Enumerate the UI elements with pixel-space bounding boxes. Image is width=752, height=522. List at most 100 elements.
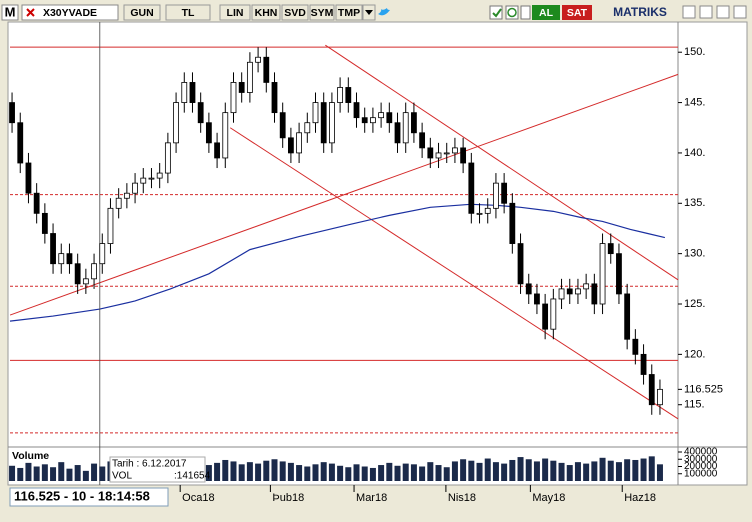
volume-bar — [246, 462, 253, 481]
volume-bar — [427, 462, 434, 481]
candle-body — [443, 152, 450, 155]
icon-button[interactable] — [489, 5, 503, 20]
quote: 116.525 - 10 - 18:14:58 — [14, 488, 150, 503]
candle-body — [624, 293, 631, 340]
volume-bar — [550, 460, 557, 481]
candle-body — [345, 87, 352, 103]
volume-bar — [345, 467, 352, 481]
volume-bar — [525, 459, 532, 481]
button[interactable] — [165, 4, 211, 21]
volume-bar — [632, 459, 639, 481]
window-button[interactable] — [699, 5, 713, 19]
volume-bar — [542, 458, 549, 481]
twitter-icon[interactable] — [378, 8, 390, 16]
candle-body — [435, 152, 442, 159]
buy-label: AL — [539, 7, 554, 19]
volume-bar — [484, 458, 491, 481]
button[interactable] — [123, 4, 161, 21]
volume-bar — [361, 466, 368, 481]
candle-body — [591, 283, 598, 305]
candle-body — [648, 374, 655, 406]
volume-bar — [583, 463, 590, 481]
candle-body — [517, 243, 524, 285]
trend-line — [229, 127, 679, 420]
candle-body — [599, 243, 606, 305]
candle-body — [353, 102, 360, 119]
candle-body — [370, 117, 376, 124]
button[interactable] — [309, 4, 335, 21]
volume-bar — [378, 465, 385, 481]
button-label: KHN — [255, 7, 278, 19]
volume-bar — [402, 463, 409, 481]
dropdown-arrow — [365, 10, 373, 15]
button-label: SVD — [284, 7, 306, 19]
logo: M — [5, 4, 16, 19]
sell-button[interactable] — [562, 5, 592, 20]
volume-bar — [574, 462, 581, 481]
window-button[interactable] — [716, 5, 730, 19]
volume-bar — [468, 460, 475, 481]
x-tick-label: Þub18 — [272, 492, 304, 504]
window-button[interactable] — [733, 5, 747, 19]
candle-body — [246, 61, 253, 93]
candle-body — [542, 303, 549, 330]
y-tick-label: 115. — [684, 399, 705, 411]
candle-body — [583, 283, 590, 290]
x-tick-label: May18 — [532, 492, 565, 504]
candle-body — [25, 162, 32, 194]
y-tick-label: 145. — [684, 96, 705, 108]
logo-box[interactable] — [1, 4, 19, 21]
candle-body — [411, 112, 417, 134]
volume-tick-label: 200000 — [684, 461, 718, 472]
volume-bar — [533, 461, 540, 481]
candle-body — [164, 142, 171, 174]
volume-bar — [386, 462, 393, 481]
candle-body — [525, 283, 532, 295]
volume-bar — [517, 457, 524, 481]
volume-bar — [271, 459, 278, 481]
candle-body — [50, 233, 56, 265]
volume-bar — [263, 460, 270, 481]
volume-bar — [312, 464, 319, 481]
volume-bar — [648, 456, 655, 481]
y-tick-label: 120. — [684, 348, 705, 360]
volume-bar — [279, 461, 286, 481]
candle-body — [296, 132, 302, 154]
volume-bar — [476, 462, 483, 481]
candle-body — [640, 353, 647, 375]
volume-bar — [410, 464, 417, 481]
candle-body — [255, 56, 261, 63]
button[interactable] — [281, 4, 309, 21]
volume-bar — [238, 464, 245, 481]
sell-label: SAT — [567, 7, 588, 19]
x-tick-label: Nis18 — [448, 492, 476, 504]
x-tick-label: Oca18 — [182, 492, 214, 504]
candle-body — [17, 122, 24, 164]
candle-body — [205, 122, 212, 144]
button[interactable] — [251, 4, 281, 21]
volume-bar — [17, 467, 24, 481]
trend-line — [9, 73, 679, 316]
candle-body — [304, 122, 311, 134]
candle-body — [386, 112, 393, 124]
candle-body — [263, 56, 270, 83]
candle-body — [115, 197, 122, 209]
volume-bar — [369, 467, 376, 481]
button[interactable] — [335, 4, 363, 21]
icon-button[interactable] — [520, 5, 531, 20]
volume-bar — [205, 465, 212, 481]
volume-bar — [50, 467, 57, 481]
y-tick-label: 140. — [684, 147, 705, 159]
symbol-box[interactable] — [21, 4, 119, 21]
candle-body — [82, 278, 89, 285]
candle-body — [337, 87, 344, 103]
button-label: GUN — [130, 7, 153, 19]
volume-bar — [41, 464, 48, 481]
button[interactable] — [219, 4, 251, 21]
y-tick-label: 150. — [684, 46, 705, 58]
window-button[interactable] — [682, 5, 696, 19]
candle-body — [394, 122, 401, 144]
buy-button[interactable] — [532, 5, 560, 20]
candle-body — [58, 253, 65, 265]
